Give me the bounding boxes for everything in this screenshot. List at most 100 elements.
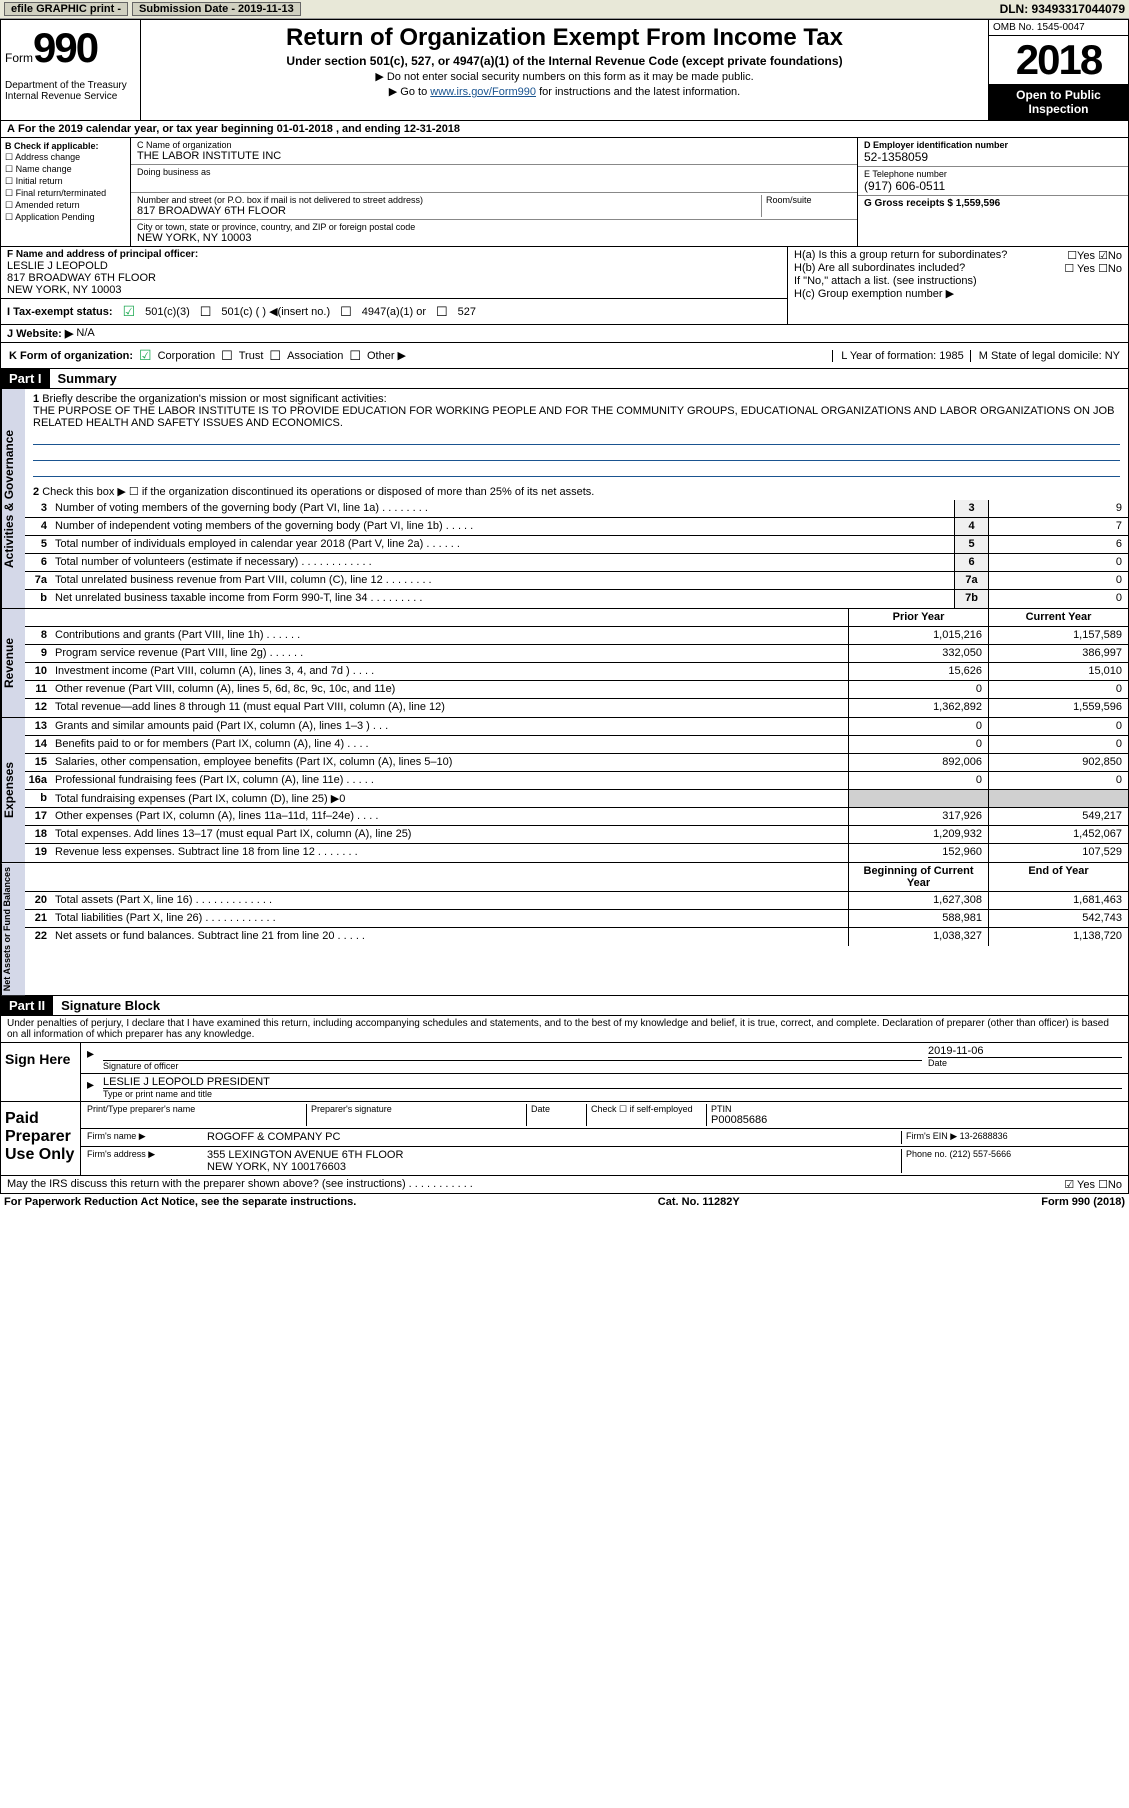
website-value: N/A — [76, 327, 94, 340]
line-num: 10 — [25, 663, 51, 680]
527-label: 527 — [458, 306, 476, 318]
arrow-icon — [87, 1076, 103, 1099]
firm-phone: Phone no. (212) 557-5666 — [902, 1149, 1122, 1173]
line-num: 21 — [25, 910, 51, 927]
line-num: 9 — [25, 645, 51, 662]
line-desc: Benefits paid to or for members (Part IX… — [51, 736, 848, 753]
firm-ein: Firm's EIN ▶ 13-2688836 — [902, 1131, 1122, 1144]
cb-address-change[interactable]: ☐ Address change — [5, 152, 126, 163]
h-note: If "No," attach a list. (see instruction… — [794, 275, 1122, 287]
line-desc: Net assets or fund balances. Subtract li… — [51, 928, 848, 946]
line-num: 6 — [25, 554, 51, 571]
goto-prefix: ▶ Go to — [389, 86, 430, 98]
line-value: 9 — [988, 500, 1128, 517]
current-year-value: 0 — [988, 718, 1128, 735]
open-to-public: Open to Public Inspection — [989, 84, 1128, 120]
cb-association[interactable] — [269, 348, 281, 364]
cb-other[interactable] — [349, 348, 361, 364]
paid-preparer-label: Paid Preparer Use Only — [1, 1102, 81, 1175]
prior-year-value: 0 — [848, 772, 988, 789]
line-num: 17 — [25, 808, 51, 825]
current-year-value: 0 — [988, 736, 1128, 753]
line-num: 13 — [25, 718, 51, 735]
hc-label: H(c) Group exemption number ▶ — [794, 287, 1122, 300]
line-desc: Total revenue—add lines 8 through 11 (mu… — [51, 699, 848, 717]
line-desc: Total liabilities (Part X, line 26) . . … — [51, 910, 848, 927]
cb-amended[interactable]: ☐ Amended return — [5, 200, 126, 211]
phone-value: (917) 606-0511 — [864, 179, 1122, 193]
cb-501c[interactable] — [200, 304, 212, 320]
ptin-label: PTIN — [711, 1104, 1122, 1114]
prior-year-value: 332,050 — [848, 645, 988, 662]
line-num: 14 — [25, 736, 51, 753]
firm-addr1: 355 LEXINGTON AVENUE 6TH FLOOR — [207, 1149, 901, 1161]
addr-label: Number and street (or P.O. box if mail i… — [137, 195, 761, 205]
current-year-value: 107,529 — [988, 844, 1128, 862]
discuss-no[interactable]: ☐No — [1098, 1178, 1122, 1191]
line-desc: Total number of volunteers (estimate if … — [51, 554, 954, 571]
prior-year-value: 892,006 — [848, 754, 988, 771]
prior-year-value: 0 — [848, 718, 988, 735]
ha-no[interactable]: ☑No — [1098, 249, 1122, 262]
submission-date-button[interactable]: Submission Date - 2019-11-13 — [132, 2, 301, 16]
cb-corporation[interactable] — [139, 347, 152, 364]
mission-text: THE PURPOSE OF THE LABOR INSTITUTE IS TO… — [33, 405, 1120, 429]
cb-4947[interactable] — [340, 304, 352, 320]
cb-trust[interactable] — [221, 348, 233, 364]
hb-no[interactable]: ☐No — [1098, 262, 1122, 275]
part2-badge: Part II — [1, 996, 53, 1015]
form-header: Form990 Department of the Treasury Inter… — [0, 19, 1129, 121]
line-boxnum: 7a — [954, 572, 988, 589]
prior-year-value: 1,038,327 — [848, 928, 988, 946]
prior-year-value: 15,626 — [848, 663, 988, 680]
ha-yes[interactable]: ☐Yes — [1067, 249, 1095, 262]
arrow-icon — [87, 1045, 103, 1071]
box-h: H(a) Is this a group return for subordin… — [788, 247, 1128, 324]
prior-year-value: 1,362,892 — [848, 699, 988, 717]
dba-label: Doing business as — [137, 167, 851, 177]
form-org-label: K Form of organization: — [9, 350, 133, 362]
discuss-yes[interactable]: ☑ Yes — [1064, 1178, 1095, 1191]
cb-name-change[interactable]: ☐ Name change — [5, 164, 126, 175]
line-boxnum: 3 — [954, 500, 988, 517]
box-b: B Check if applicable: ☐ Address change … — [1, 138, 131, 246]
taxyear-text: For the 2019 calendar year, or tax year … — [18, 123, 460, 135]
website-label: J Website: ▶ — [7, 327, 73, 340]
line-value: 0 — [988, 590, 1128, 608]
irs-link[interactable]: www.irs.gov/Form990 — [430, 86, 536, 98]
efile-button[interactable]: efile GRAPHIC print - — [4, 2, 128, 16]
cb-501c3[interactable] — [123, 303, 136, 320]
current-year-value: 1,559,596 — [988, 699, 1128, 717]
hb-yes[interactable]: ☐ Yes — [1064, 262, 1095, 275]
line-b-num: b — [25, 790, 51, 807]
line-desc: Other expenses (Part IX, column (A), lin… — [51, 808, 848, 825]
cb-initial-return[interactable]: ☐ Initial return — [5, 176, 126, 187]
current-year-value: 1,452,067 — [988, 826, 1128, 843]
line-desc: Number of voting members of the governin… — [51, 500, 954, 517]
self-employed-check[interactable]: Check ☐ if self-employed — [591, 1104, 706, 1115]
expenses-section: Expenses 13 Grants and similar amounts p… — [0, 718, 1129, 863]
form-edition: Form 990 (2018) — [1041, 1196, 1125, 1208]
box-b-label: B Check if applicable: — [5, 141, 126, 151]
street-address: 817 BROADWAY 6TH FLOOR — [137, 205, 761, 217]
sidebar-netassets: Net Assets or Fund Balances — [1, 863, 25, 995]
line-desc: Revenue less expenses. Subtract line 18 … — [51, 844, 848, 862]
cb-527[interactable] — [436, 304, 448, 320]
line-num: 20 — [25, 892, 51, 909]
cb-application-pending[interactable]: ☐ Application Pending — [5, 212, 126, 223]
line-num: 15 — [25, 754, 51, 771]
line-value: 7 — [988, 518, 1128, 535]
identity-block: B Check if applicable: ☐ Address change … — [0, 138, 1129, 247]
line-desc: Salaries, other compensation, employee b… — [51, 754, 848, 771]
firm-name-label: Firm's name ▶ — [87, 1131, 207, 1144]
cb-final-return[interactable]: ☐ Final return/terminated — [5, 188, 126, 199]
line-desc: Total expenses. Add lines 13–17 (must eq… — [51, 826, 848, 843]
line-num: b — [25, 590, 51, 608]
part2-header: Part II Signature Block — [0, 996, 1129, 1016]
line-desc: Total number of individuals employed in … — [51, 536, 954, 553]
firm-name: ROGOFF & COMPANY PC — [207, 1131, 902, 1144]
discuss-question: May the IRS discuss this return with the… — [7, 1178, 473, 1191]
line-desc: Professional fundraising fees (Part IX, … — [51, 772, 848, 789]
form-number: 990 — [33, 24, 97, 71]
current-year-value: 386,997 — [988, 645, 1128, 662]
